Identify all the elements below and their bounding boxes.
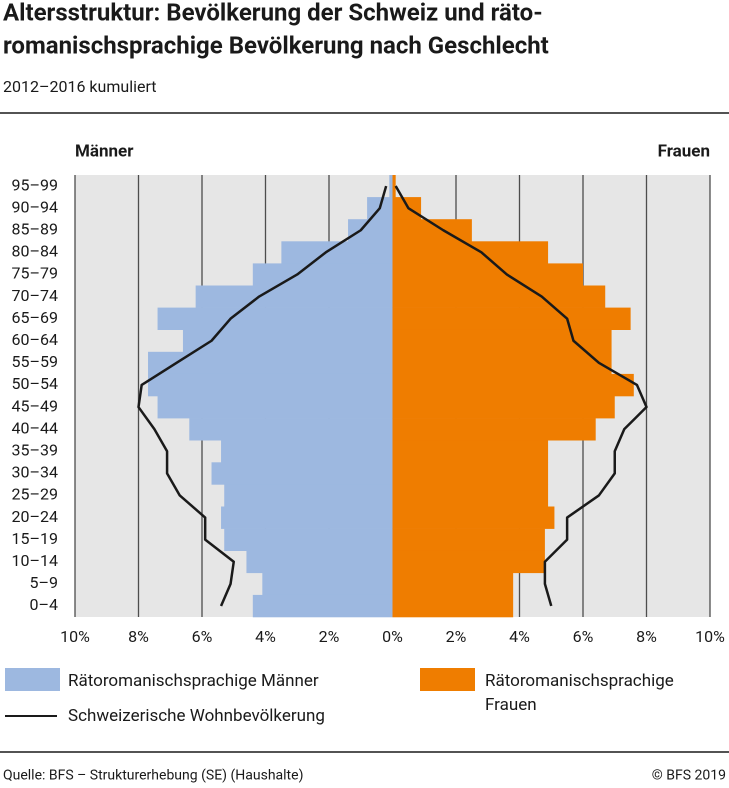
x-tick-label: 0%	[382, 627, 403, 646]
y-tick-label: 95–99	[12, 175, 58, 194]
legend-swatch	[5, 715, 57, 717]
bar	[392, 373, 634, 397]
bar	[392, 175, 396, 198]
bar	[221, 440, 393, 463]
y-tick-label: 35–39	[12, 440, 58, 459]
bar	[189, 418, 393, 441]
line	[137, 185, 388, 607]
bar	[392, 197, 422, 220]
bar	[392, 396, 615, 419]
bar	[221, 506, 393, 529]
y-tick-label: 20–24	[12, 507, 58, 526]
bar	[392, 307, 631, 330]
left-label: Männer	[75, 141, 134, 161]
y-tick-label: 90–94	[12, 197, 58, 216]
x-tick-label: 8%	[128, 627, 149, 646]
y-tick-label: 70–74	[12, 286, 58, 305]
legend-label: Rätoromanischsprachige Männer	[68, 671, 319, 691]
bar	[392, 594, 514, 618]
source: Quelle: BFS – Strukturerhebung (SE) (Hau…	[3, 768, 303, 784]
legend-swatch	[420, 668, 475, 691]
bar	[392, 484, 549, 507]
bar	[262, 572, 393, 596]
x-tick-label: 6%	[192, 627, 213, 646]
bar	[148, 373, 393, 397]
y-tick-label: 0–4	[30, 595, 58, 614]
legend-swatch	[5, 668, 60, 691]
bar	[157, 307, 393, 330]
chart-title: Altersstruktur: Bevölkerung der Schweiz …	[3, 0, 543, 26]
x-tick-label: 4%	[255, 627, 276, 646]
x-tick-label: 10%	[695, 627, 725, 646]
x-tick-label: 10%	[60, 627, 90, 646]
bar	[281, 241, 393, 264]
bar	[392, 285, 606, 308]
y-tick-label: 5–9	[30, 573, 58, 592]
bar	[392, 263, 583, 286]
bar	[392, 506, 555, 529]
bar	[392, 329, 612, 353]
y-tick-label: 80–84	[12, 242, 58, 261]
y-tick-label: 10–14	[12, 551, 58, 570]
y-tick-label: 50–54	[12, 374, 58, 393]
x-tick-label: 4%	[509, 627, 530, 646]
y-tick-label: 15–19	[12, 529, 58, 548]
x-tick-label: 8%	[636, 627, 657, 646]
bar	[392, 241, 549, 264]
y-tick-label: 75–79	[12, 264, 58, 283]
line	[394, 185, 648, 607]
y-tick-label: 25–29	[12, 485, 58, 504]
bar	[148, 351, 393, 375]
bar	[392, 572, 514, 596]
y-tick-label: 65–69	[12, 308, 58, 327]
copyright: © BFS 2019	[652, 768, 726, 784]
legend-label: Rätoromanischsprachige Frauen	[485, 671, 674, 715]
y-tick-label: 55–59	[12, 352, 58, 371]
bar	[211, 462, 393, 485]
bar	[224, 484, 393, 507]
bar	[246, 550, 393, 574]
bar	[252, 594, 393, 618]
bar	[392, 351, 612, 375]
y-tick-label: 30–34	[12, 463, 58, 482]
bar	[195, 285, 393, 308]
y-tick-label: 45–49	[12, 396, 58, 415]
y-tick-label: 60–64	[12, 330, 58, 349]
right-label: Frauen	[658, 141, 710, 161]
x-tick-label: 2%	[319, 627, 340, 646]
bar	[392, 528, 545, 551]
bar	[182, 329, 393, 353]
chart-title: romanischsprachige Bevölkerung nach Gesc…	[3, 31, 549, 59]
bar	[392, 550, 545, 574]
chart-subtitle: 2012–2016 kumuliert	[3, 77, 157, 96]
y-tick-label: 85–89	[12, 219, 58, 238]
bar	[389, 175, 393, 198]
bar	[157, 396, 393, 419]
y-tick-label: 40–44	[12, 418, 58, 437]
bar	[392, 462, 549, 485]
x-tick-label: 2%	[446, 627, 467, 646]
bar	[392, 440, 549, 463]
bar	[224, 528, 393, 551]
bar	[392, 418, 596, 441]
bar	[348, 219, 393, 242]
bar	[252, 263, 393, 286]
legend-label: Schweizerische Wohnbevölkerung	[68, 706, 325, 726]
x-tick-label: 6%	[573, 627, 594, 646]
